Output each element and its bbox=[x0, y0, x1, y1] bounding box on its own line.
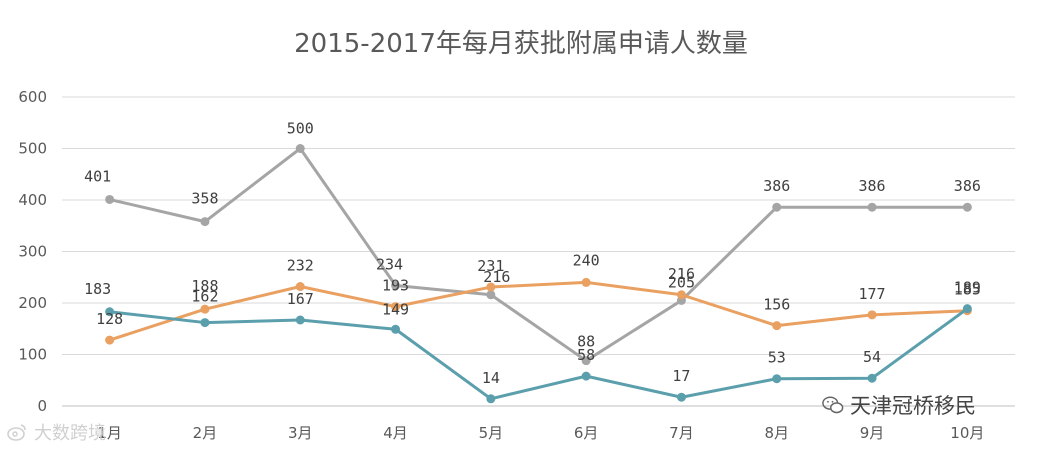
data-label: 183 bbox=[84, 280, 111, 298]
data-label: 386 bbox=[763, 177, 790, 195]
data-label: 216 bbox=[483, 268, 510, 286]
data-label: 234 bbox=[376, 255, 403, 273]
x-tick-label: 7月 bbox=[669, 424, 694, 442]
data-label: 185 bbox=[954, 281, 981, 299]
y-tick-label: 100 bbox=[18, 346, 47, 364]
data-point bbox=[581, 277, 591, 287]
data-point bbox=[486, 394, 496, 404]
data-label: 188 bbox=[191, 277, 218, 295]
y-tick-label: 200 bbox=[18, 294, 47, 312]
data-label: 205 bbox=[668, 273, 695, 291]
data-label: 149 bbox=[382, 300, 409, 318]
data-point bbox=[105, 307, 115, 317]
watermark-right: 天津冠桥移民 bbox=[822, 390, 976, 420]
data-label: 54 bbox=[863, 348, 881, 366]
series-line bbox=[109, 147, 968, 363]
data-label: 88 bbox=[577, 333, 595, 351]
data-label: 53 bbox=[768, 349, 786, 367]
data-label: 240 bbox=[573, 251, 600, 269]
data-label: 177 bbox=[859, 285, 886, 303]
data-point bbox=[486, 282, 496, 292]
data-point bbox=[772, 321, 782, 331]
data-label: 167 bbox=[287, 290, 314, 308]
data-point bbox=[295, 144, 305, 153]
data-point bbox=[486, 290, 496, 300]
series-line bbox=[109, 280, 968, 342]
x-tick-label: 4月 bbox=[383, 424, 408, 442]
data-point bbox=[200, 318, 210, 328]
data-point bbox=[772, 374, 782, 384]
data-label: 189 bbox=[954, 279, 981, 297]
x-tick-label: 2月 bbox=[193, 424, 218, 442]
y-axis: 0 100 200 300 400 500 600 bbox=[18, 88, 47, 415]
data-label: 500 bbox=[287, 120, 314, 138]
data-point bbox=[962, 304, 972, 314]
data-label: 156 bbox=[763, 296, 790, 314]
x-tick-label: 10月 bbox=[950, 424, 984, 442]
x-tick-label: 9月 bbox=[860, 424, 885, 442]
series-lines bbox=[105, 144, 972, 404]
x-tick-label: 5月 bbox=[479, 424, 504, 442]
data-point bbox=[295, 282, 305, 292]
y-tick-label: 600 bbox=[18, 88, 47, 106]
data-label: 216 bbox=[668, 265, 695, 283]
weibo-icon bbox=[7, 424, 26, 441]
data-labels: 401 358 500 234 216 88 205 386 386 386 128 188 232 19… bbox=[84, 120, 981, 387]
x-tick-label: 1月 bbox=[97, 424, 122, 442]
x-tick-label: 8月 bbox=[764, 424, 789, 442]
data-label: 401 bbox=[84, 167, 111, 185]
y-tick-label: 500 bbox=[18, 140, 47, 158]
data-label: 386 bbox=[859, 177, 886, 195]
data-label: 162 bbox=[191, 288, 218, 306]
data-point bbox=[391, 280, 401, 290]
x-tick-label: 3月 bbox=[288, 424, 313, 442]
data-point bbox=[867, 202, 877, 212]
chart-title: 2015-2017年每月获批附属申请人数量 bbox=[294, 29, 748, 59]
data-label: 193 bbox=[382, 277, 409, 295]
data-label: 58 bbox=[577, 346, 595, 364]
wechat-icon bbox=[822, 396, 844, 414]
data-point bbox=[295, 315, 305, 325]
data-label: 232 bbox=[287, 257, 314, 275]
data-point bbox=[676, 290, 686, 300]
data-point bbox=[676, 392, 686, 402]
watermark-left-text: 大数跨境 bbox=[34, 423, 106, 444]
data-point bbox=[581, 356, 591, 366]
data-point bbox=[200, 217, 210, 227]
data-point bbox=[105, 194, 115, 204]
data-point bbox=[962, 202, 972, 212]
data-point bbox=[581, 371, 591, 381]
data-point bbox=[391, 324, 401, 334]
watermark-left: 大数跨境 bbox=[6, 419, 106, 445]
data-point bbox=[391, 302, 401, 312]
data-point bbox=[105, 335, 115, 345]
data-point bbox=[867, 373, 877, 383]
y-tick-label: 0 bbox=[37, 397, 47, 415]
series-line bbox=[109, 307, 969, 401]
y-tick-label: 300 bbox=[18, 243, 47, 261]
data-point bbox=[200, 304, 210, 314]
watermark-right-text: 天津冠桥移民 bbox=[850, 394, 976, 418]
data-point bbox=[867, 310, 877, 320]
x-axis: 1月 2月 3月 4月 5月 6月 7月 8月 9月 10月 bbox=[97, 424, 984, 442]
data-label: 128 bbox=[96, 310, 123, 328]
y-tick-label: 400 bbox=[18, 191, 47, 209]
gridlines bbox=[62, 96, 1015, 407]
data-label: 386 bbox=[954, 177, 981, 195]
data-label: 17 bbox=[672, 367, 690, 385]
x-tick-label: 6月 bbox=[574, 424, 599, 442]
data-label: 14 bbox=[482, 369, 500, 387]
data-label: 231 bbox=[477, 257, 504, 275]
data-point bbox=[772, 202, 782, 212]
data-label: 358 bbox=[191, 190, 218, 208]
